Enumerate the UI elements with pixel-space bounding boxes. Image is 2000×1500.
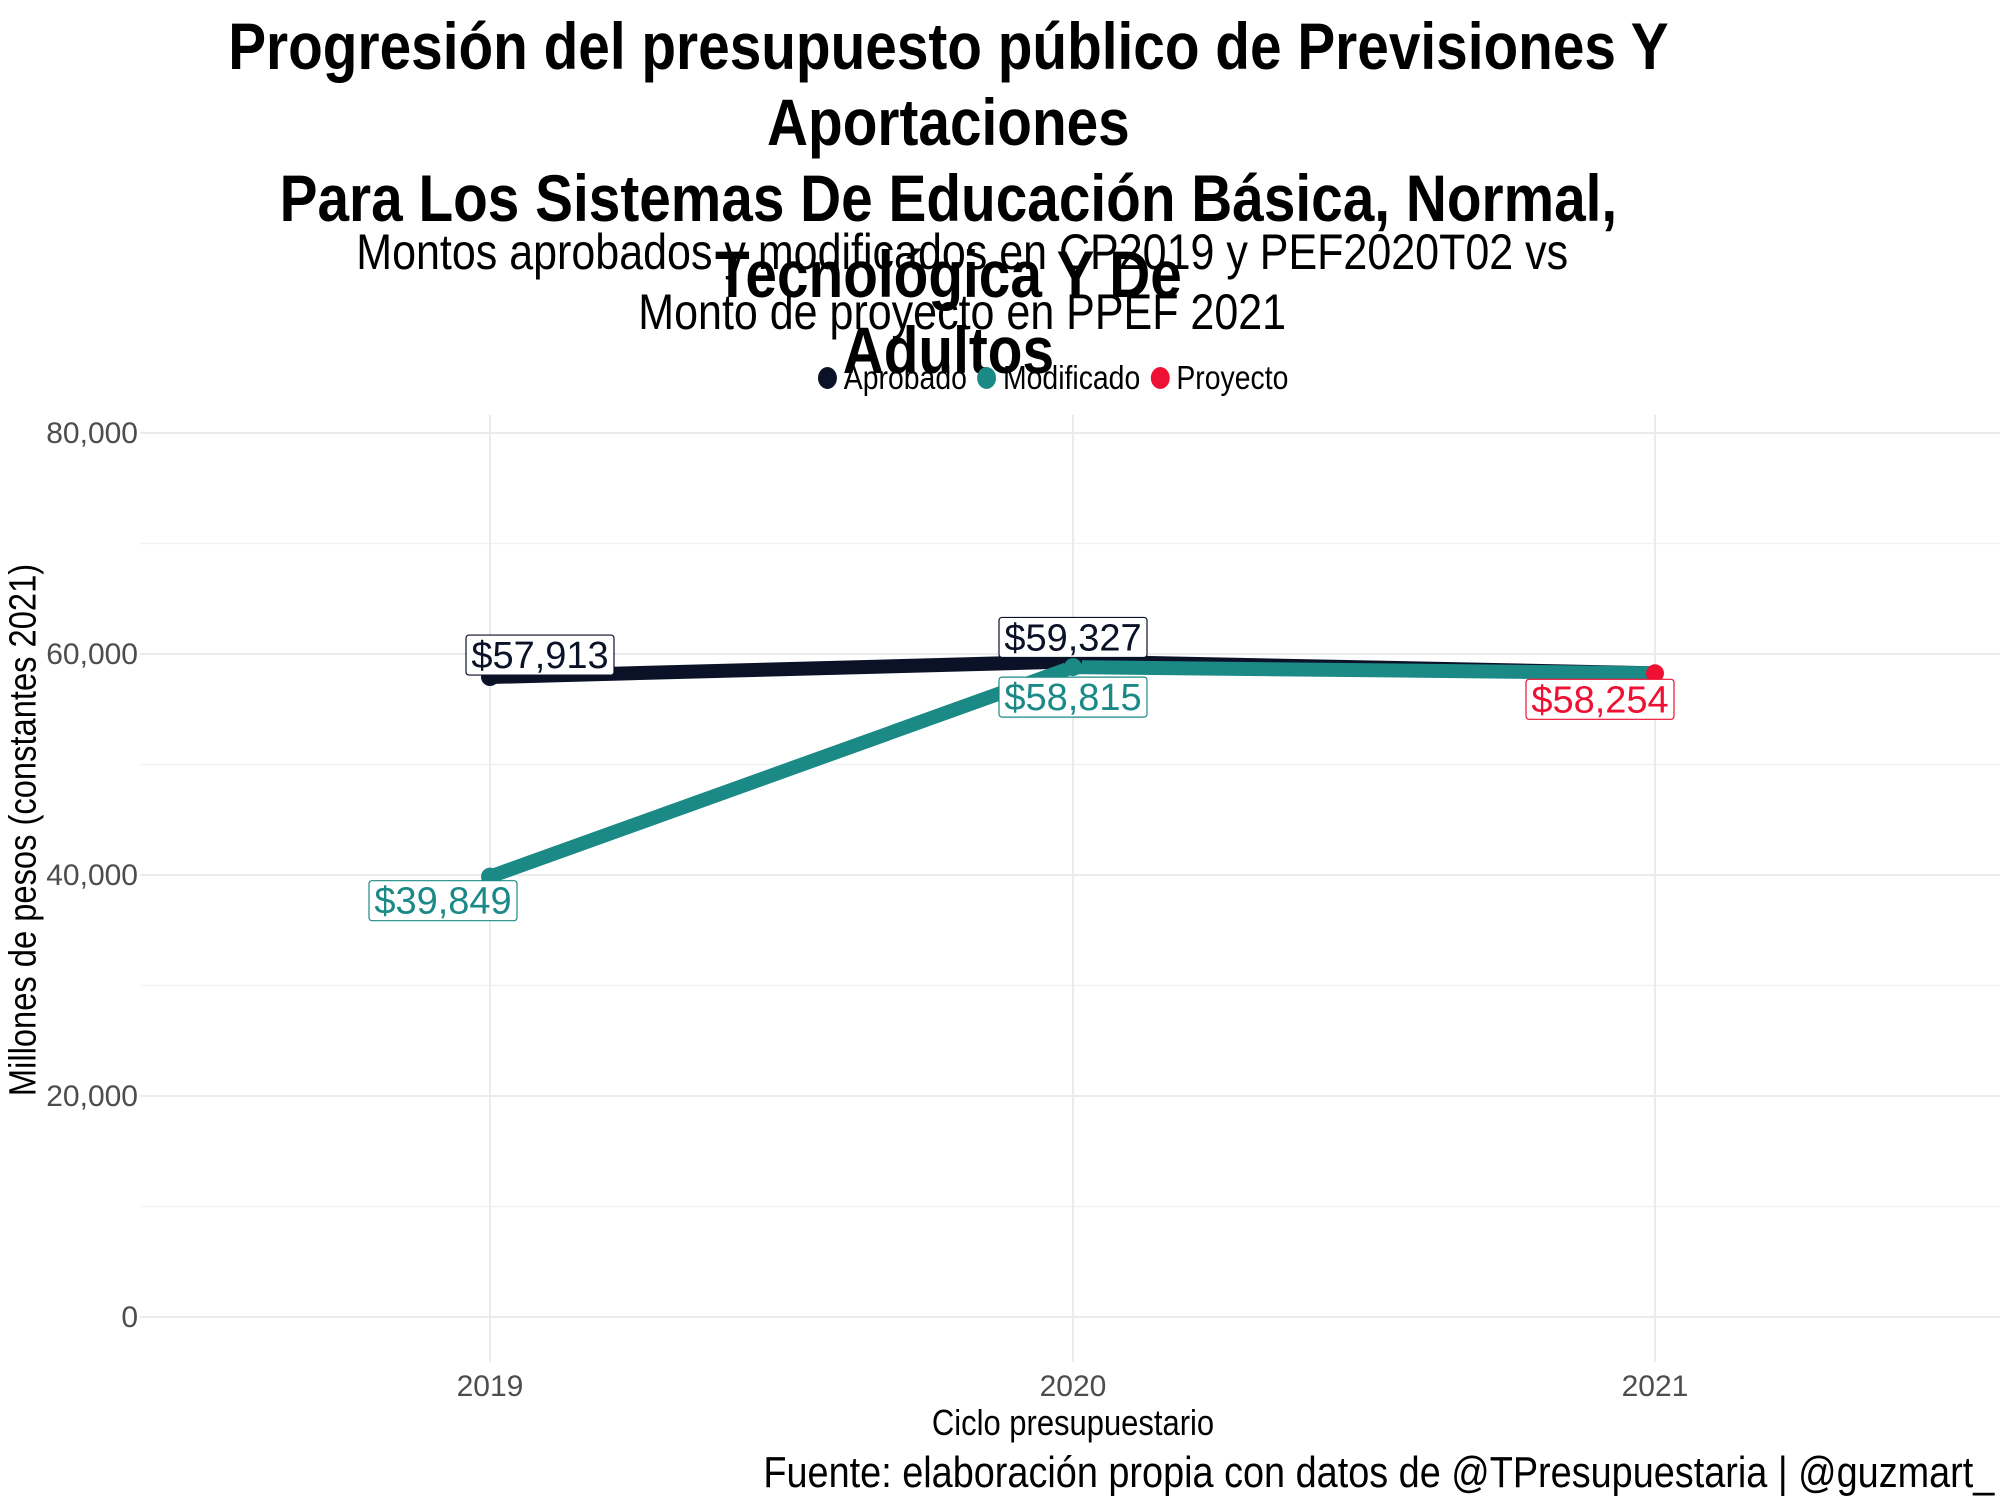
x-axis-label: Ciclo presupuestario (931, 1402, 1215, 1443)
data-label: $57,913 (471, 635, 608, 677)
chart-subtitle-line-2: Monto de proyecto en PPEF 2021 (638, 284, 1287, 340)
chart-title-line-1: Progresión del presupuesto público de Pr… (228, 9, 1669, 159)
data-label-box (998, 616, 1148, 659)
legend-key-proyecto (1150, 367, 1170, 389)
data-label-box (1525, 678, 1675, 720)
data-label-box (465, 634, 615, 676)
data-label: $59,327 (1004, 617, 1141, 659)
data-point-modificado (1064, 658, 1082, 677)
y-axis-label: Millones de pesos (constantes 2021) (2, 563, 45, 1097)
x-tick-label: 2019 (457, 1370, 524, 1403)
y-tick-label: 0 (121, 1301, 138, 1334)
legend-key-aprobado (818, 367, 837, 389)
legend-item-aprobado: Aprobado (818, 359, 967, 397)
chart-legend: Aprobado Modificado Proyecto (818, 358, 1299, 398)
y-tick-label: 80,000 (46, 417, 138, 450)
chart-subtitle: Montos aprobados y modificados en CP2019… (300, 222, 1624, 342)
x-tick-label: 2021 (1622, 1370, 1689, 1403)
data-point-proyecto (1646, 664, 1664, 683)
chart-title-line-2: Para Los Sistemas De Educación Básica, N… (279, 161, 1618, 311)
legend-label-proyecto: Proyecto (1176, 359, 1289, 396)
legend-item-modificado: Modificado (977, 359, 1140, 397)
legend-label-modificado: Modificado (1003, 359, 1141, 396)
chart-caption: Fuente: elaboración propia con datos de … (763, 1448, 1994, 1497)
chart-title: Progresión del presupuesto público de Pr… (140, 8, 1757, 388)
legend-label-aprobado: Aprobado (843, 359, 967, 396)
data-label-box (368, 880, 518, 922)
x-tick-label: 2020 (1040, 1370, 1107, 1403)
data-label-box (998, 676, 1148, 718)
data-label: $58,815 (1004, 677, 1141, 719)
legend-key-modificado (977, 367, 997, 389)
chart-title-line-3: Adultos (842, 313, 1055, 387)
data-label: $58,254 (1531, 679, 1668, 721)
y-tick-label: 60,000 (46, 638, 138, 671)
y-tick-label: 40,000 (46, 859, 138, 892)
y-tick-label: 20,000 (46, 1080, 138, 1113)
chart-subtitle-line-1: Montos aprobados y modificados en CP2019… (356, 224, 1569, 280)
legend-item-proyecto: Proyecto (1150, 359, 1289, 397)
data-label: $39,849 (374, 881, 511, 923)
